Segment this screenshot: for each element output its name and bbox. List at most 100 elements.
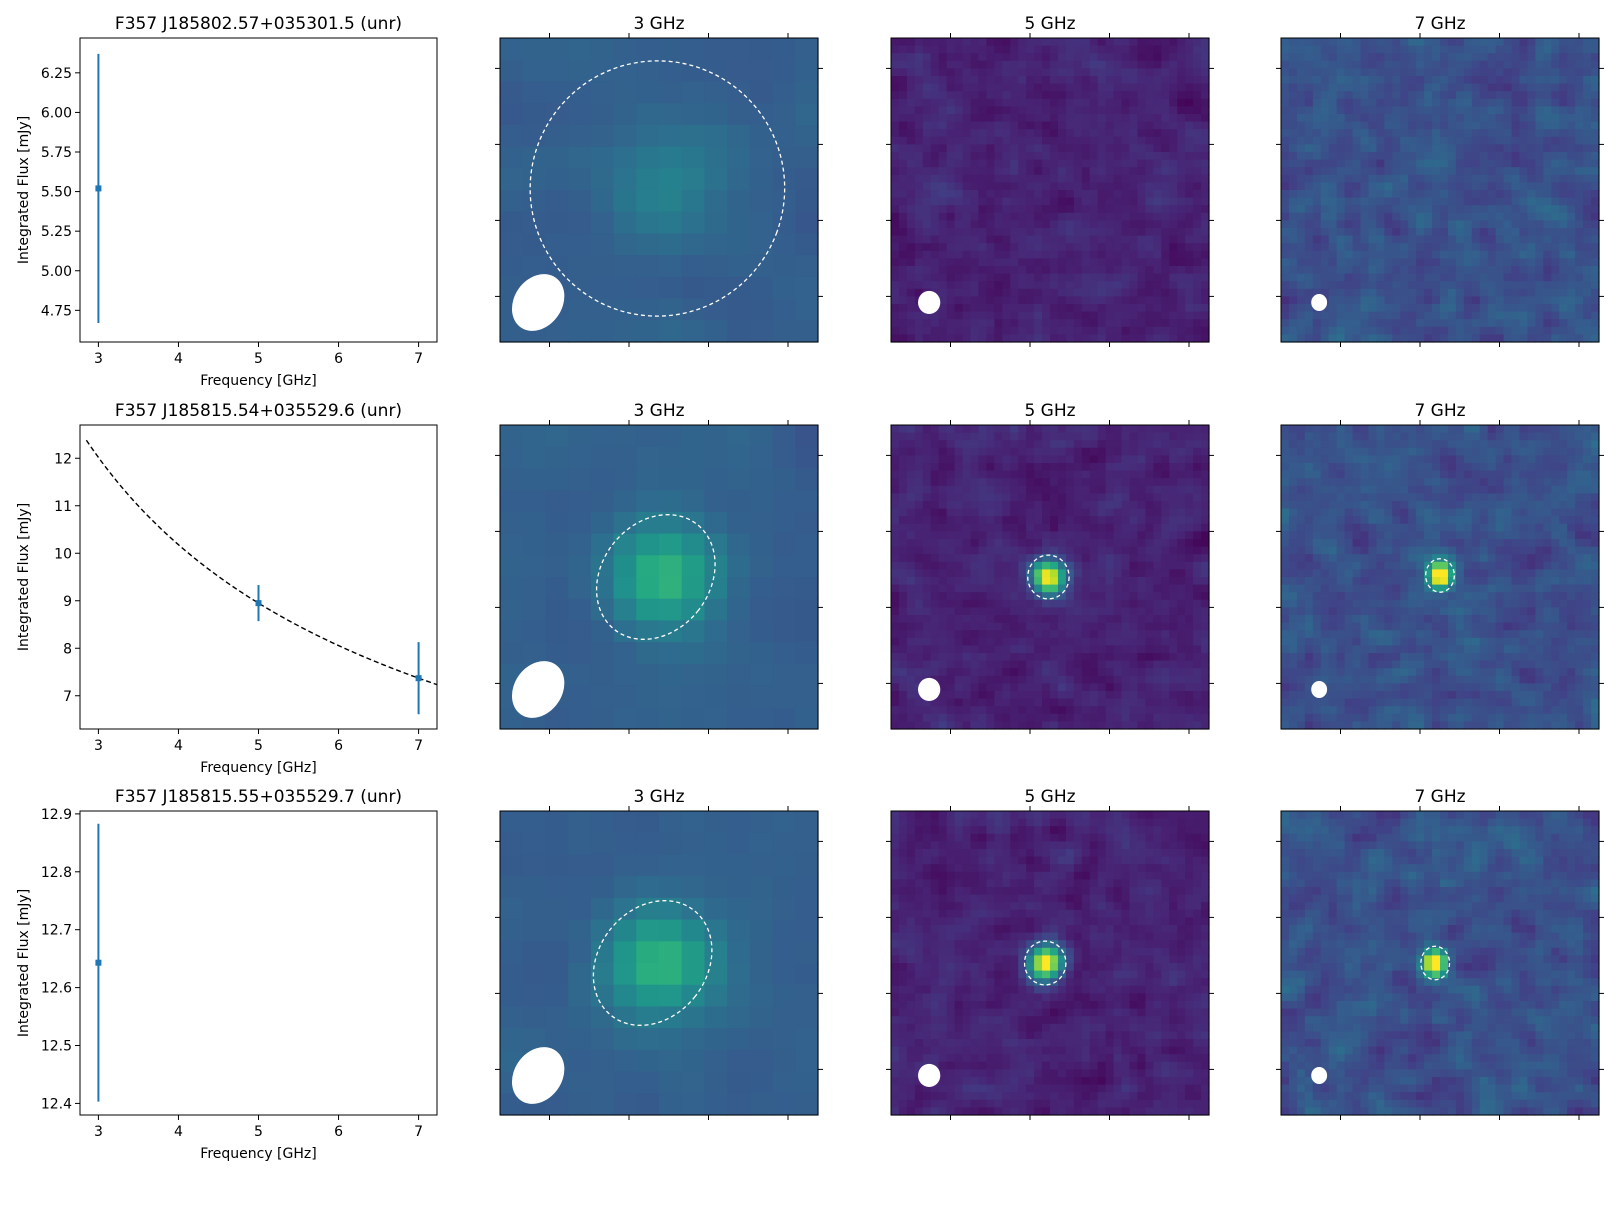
pixel <box>1081 243 1091 252</box>
pixel <box>1057 599 1067 608</box>
pixel <box>1050 273 1059 282</box>
pixel <box>1089 493 1099 502</box>
pixel <box>1034 607 1043 616</box>
pixel <box>1129 83 1139 92</box>
pixel <box>1002 76 1011 85</box>
pixel <box>962 455 972 464</box>
pixel <box>1057 190 1067 199</box>
pixel <box>1010 273 1019 282</box>
pixel <box>1424 296 1433 305</box>
y-tick-label: 6.25 <box>41 66 72 82</box>
pixel <box>1328 144 1338 153</box>
pixel <box>1543 334 1552 343</box>
pixel <box>1050 463 1059 472</box>
pixel <box>1010 539 1019 548</box>
pixel <box>1487 220 1497 229</box>
pixel <box>1567 228 1576 237</box>
pixel <box>1440 159 1449 168</box>
pixel <box>1057 501 1067 510</box>
pixel <box>795 468 819 491</box>
pixel <box>1591 38 1600 47</box>
pixel <box>659 468 683 491</box>
pixel <box>1065 220 1075 229</box>
pixel <box>1503 243 1513 252</box>
pixel <box>922 592 932 601</box>
pixel <box>1169 425 1178 434</box>
pixel <box>1193 182 1202 191</box>
pixel <box>1440 334 1449 343</box>
pixel <box>962 53 972 62</box>
pixel <box>922 83 932 92</box>
pixel <box>545 190 569 213</box>
pixel <box>1010 630 1019 639</box>
pixel <box>1177 516 1186 525</box>
pixel <box>1089 311 1099 320</box>
pixel <box>1073 319 1083 328</box>
pixel <box>914 615 924 624</box>
pixel <box>946 205 956 214</box>
pixel <box>946 478 956 487</box>
pixel <box>962 622 972 631</box>
pixel <box>1034 174 1043 183</box>
pixel <box>1177 144 1186 153</box>
pixel <box>1089 98 1099 107</box>
pixel <box>1129 440 1139 449</box>
pixel <box>1392 38 1401 47</box>
pixel <box>1026 197 1035 206</box>
pixel <box>1002 45 1011 54</box>
pixel <box>1551 159 1560 168</box>
pixel <box>795 233 819 256</box>
pixel <box>914 250 924 259</box>
pixel <box>1113 569 1123 578</box>
pixel <box>1057 334 1067 343</box>
pixel <box>681 490 706 513</box>
pixel <box>1034 334 1043 343</box>
pixel <box>1535 45 1544 54</box>
pixel <box>946 288 956 297</box>
pixel <box>970 60 980 69</box>
pixel <box>954 182 964 191</box>
pixel <box>659 38 683 61</box>
pixel <box>946 455 956 464</box>
pixel <box>1050 243 1059 252</box>
pixel <box>1010 250 1019 259</box>
pixel <box>1575 53 1584 62</box>
pixel <box>636 555 660 578</box>
pixel <box>898 599 908 608</box>
pixel <box>1583 334 1592 343</box>
pixel <box>1201 319 1210 328</box>
pixel <box>946 334 956 343</box>
pixel <box>1281 228 1290 237</box>
pixel <box>1137 622 1146 631</box>
pixel <box>1368 106 1377 115</box>
pixel <box>1057 114 1067 123</box>
pixel <box>1089 630 1099 639</box>
pixel <box>1050 569 1059 578</box>
pixel <box>1050 53 1059 62</box>
pixel <box>930 106 940 115</box>
pixel <box>1368 205 1377 214</box>
pixel <box>1193 531 1202 540</box>
pixel <box>1065 114 1075 123</box>
pixel <box>1312 326 1322 335</box>
pixel <box>1097 463 1107 472</box>
pixel <box>704 663 728 687</box>
pixel <box>906 622 916 631</box>
pixel <box>1050 615 1059 624</box>
pixel <box>1455 319 1465 328</box>
pixel <box>1129 235 1139 244</box>
pixel <box>727 533 751 556</box>
pixel <box>898 577 908 586</box>
pixel <box>1113 190 1123 199</box>
pixel <box>613 511 637 535</box>
pixel <box>1424 136 1433 145</box>
pixel <box>1471 258 1481 267</box>
pixel <box>1471 228 1481 237</box>
pixel <box>1487 296 1497 305</box>
pixel <box>1360 68 1370 77</box>
pixel <box>1551 167 1560 176</box>
pixel <box>1495 136 1505 145</box>
pixel <box>1153 304 1162 313</box>
pixel <box>772 146 796 169</box>
pixel <box>1185 546 1194 555</box>
